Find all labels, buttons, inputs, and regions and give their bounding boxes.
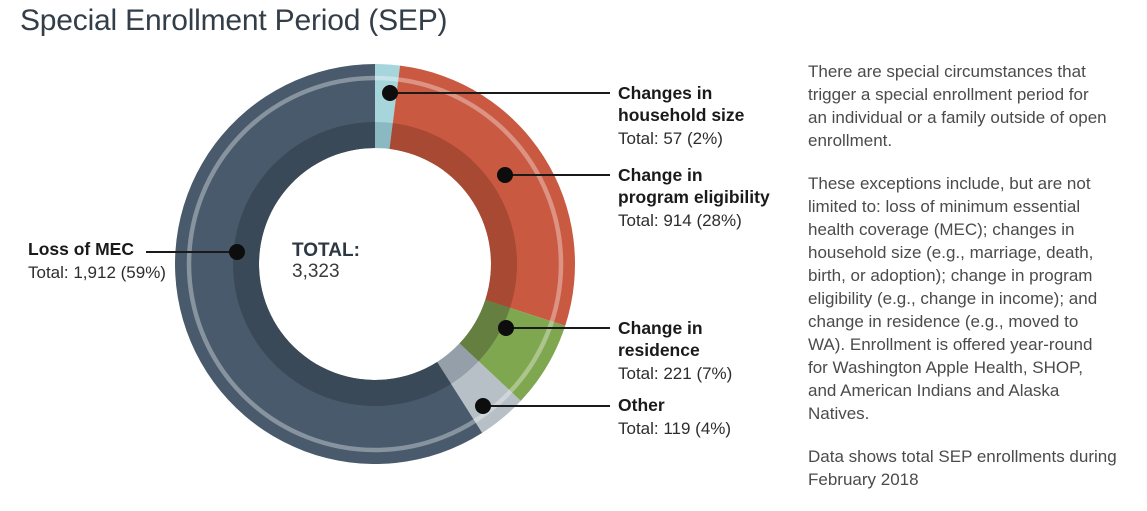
- donut-segment-shadow-4: [232, 121, 452, 406]
- callout-eligibility: Change in program eligibility Total: 914…: [618, 164, 770, 232]
- callout-household-name: Changes in household size: [618, 83, 745, 125]
- callout-other: Other Total: 119 (4%): [618, 394, 731, 440]
- description-paragraph-3: Data shows total SEP enrollments during …: [808, 447, 1117, 489]
- callout-residence-name: Change in residence: [618, 318, 703, 360]
- donut-highlight-ring: [186, 75, 564, 453]
- callout-eligibility-total: Total: 914 (28%): [618, 211, 742, 230]
- callout-household-total: Total: 57 (2%): [618, 129, 723, 148]
- callout-mec-name: Loss of MEC: [28, 239, 134, 259]
- description-paragraph-1: There are special circumstances that tri…: [808, 62, 1107, 150]
- description-text: There are special circumstances that tri…: [808, 60, 1147, 511]
- donut-segment-shadow-1: [389, 123, 517, 308]
- donut-segment-shadow-2: [459, 299, 511, 362]
- donut-segment-4: [175, 64, 483, 464]
- callout-residence: Change in residence Total: 221 (7%): [618, 317, 732, 385]
- callout-residence-total: Total: 221 (7%): [618, 364, 733, 383]
- donut-center-total: TOTAL: 3,323: [292, 240, 360, 282]
- description-paragraph-2: These exceptions include, but are not li…: [808, 174, 1098, 423]
- donut-segment-shadow-3: [437, 343, 479, 384]
- donut-segment-shadow-0: [375, 122, 393, 149]
- callout-mec-total: Total: 1,912 (59%): [28, 263, 166, 282]
- callout-household: Changes in household size Total: 57 (2%): [618, 82, 744, 150]
- callout-other-total: Total: 119 (4%): [618, 419, 732, 438]
- page-title: Special Enrollment Period (SEP): [20, 4, 448, 37]
- callout-loss-of-mec: Loss of MEC Total: 1,912 (59%): [28, 238, 166, 284]
- donut-chart: [175, 64, 575, 464]
- callout-other-name: Other: [618, 395, 665, 415]
- donut-center-label: TOTAL:: [292, 240, 360, 261]
- donut-svg: [175, 64, 575, 464]
- donut-center-value: 3,323: [292, 261, 340, 282]
- callout-eligibility-name: Change in program eligibility: [618, 165, 770, 207]
